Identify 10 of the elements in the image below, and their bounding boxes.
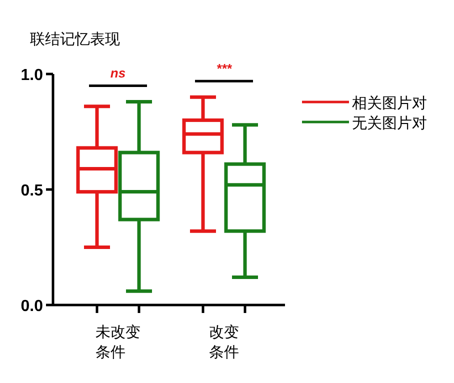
y-tick-label: 0.0: [20, 298, 44, 315]
y-tick-label: 0.5: [20, 182, 44, 200]
x-tick-label: 未改变条件: [96, 324, 140, 361]
annotation: ns: [110, 66, 126, 81]
y-tick-label: 1.0: [20, 67, 44, 84]
legend-label: 相关图片对: [352, 95, 427, 112]
legend-label: 无关图片对: [352, 115, 427, 132]
x-tick-label: 改变条件: [209, 324, 239, 361]
annotation: ***: [216, 61, 233, 76]
title: 联结记忆表现: [30, 31, 120, 48]
